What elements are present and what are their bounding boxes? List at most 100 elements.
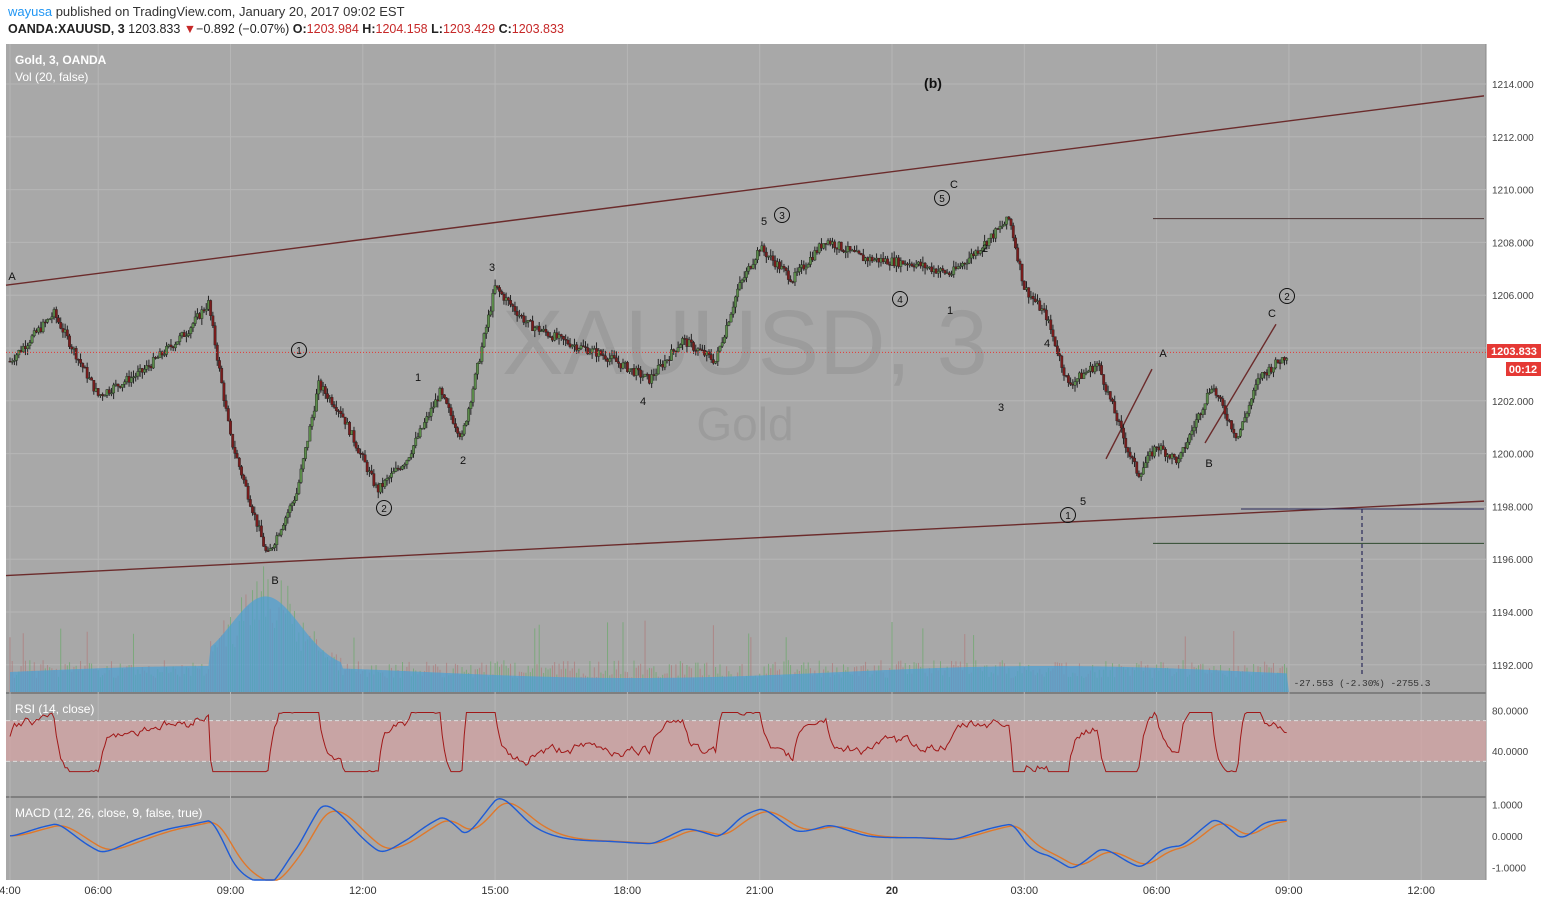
candle-body — [204, 308, 208, 312]
wave-label: 1 — [947, 305, 953, 317]
candle-body — [588, 352, 592, 355]
candle-body — [1256, 378, 1260, 385]
candle-body — [1027, 287, 1031, 298]
candle-body — [348, 422, 351, 436]
time-tick-label: 15:00 — [481, 885, 509, 897]
high-value: 1204.158 — [375, 22, 428, 36]
candle-body — [511, 304, 515, 307]
candle-body — [218, 360, 221, 369]
candle-body — [910, 263, 914, 267]
candle-body — [1250, 398, 1253, 406]
candle-body — [489, 310, 493, 316]
macd-tick-label: 0.0000 — [1492, 832, 1523, 843]
candle-body — [107, 389, 111, 394]
candle-body — [956, 266, 960, 269]
candle-body — [1111, 398, 1114, 402]
candle-body — [943, 270, 947, 274]
candle-body — [1073, 381, 1077, 386]
candle-body — [390, 473, 393, 478]
macd-pane-bg[interactable] — [6, 798, 1486, 880]
candle-body — [1164, 449, 1167, 457]
candle-body — [740, 279, 744, 283]
candle-body — [681, 338, 684, 345]
candle-body — [343, 416, 347, 425]
candle-body — [465, 420, 468, 426]
candle-body — [848, 246, 852, 251]
candle-body — [628, 368, 632, 372]
candle-body — [965, 262, 969, 265]
trendlines[interactable] — [5, 95, 1485, 577]
rsi-series — [6, 711, 1486, 773]
wave-circle-icon — [1279, 288, 1295, 304]
candle-body — [626, 362, 629, 372]
candle-body — [151, 357, 155, 369]
candle-body — [482, 333, 486, 347]
candle-body — [68, 335, 71, 347]
time-tick-label: 12:00 — [349, 885, 377, 897]
candle-body — [786, 270, 790, 280]
candle-body — [143, 369, 146, 373]
time-tick-label: 06:00 — [1143, 885, 1171, 897]
candle-body — [277, 534, 281, 537]
candle-body — [1177, 458, 1181, 464]
candle-body — [1181, 447, 1185, 453]
candle-body — [559, 334, 563, 337]
candle-body — [145, 365, 149, 370]
candle-body — [306, 440, 310, 448]
price-pane-bg[interactable] — [6, 44, 1486, 692]
candle-body — [678, 344, 682, 348]
candle-body — [491, 293, 495, 312]
price-scale[interactable] — [1486, 44, 1549, 880]
open-label: O: — [292, 22, 307, 36]
candle-body — [961, 263, 964, 267]
candle-body — [361, 453, 365, 455]
candle-body — [1238, 429, 1242, 437]
candle-body — [509, 300, 512, 305]
candle-body — [1274, 359, 1278, 369]
candle-body — [10, 360, 14, 363]
author-link[interactable]: wayusa — [8, 4, 53, 19]
candle-body — [30, 335, 34, 343]
candle-body — [231, 433, 235, 448]
candle-body — [762, 245, 766, 253]
low-value: 1203.429 — [442, 22, 496, 36]
candle-body — [301, 458, 305, 470]
candle-body — [326, 393, 329, 399]
candle-body — [116, 383, 120, 387]
candle-body — [416, 436, 420, 439]
wave-b-label: (b) — [924, 75, 942, 91]
candle-body — [1194, 419, 1198, 428]
candle-body — [950, 274, 953, 276]
candle-body — [429, 407, 433, 417]
macd-tick-label: -1.0000 — [1492, 863, 1526, 874]
candle-body — [15, 354, 19, 361]
candle-body — [498, 287, 501, 292]
candle-body — [275, 535, 279, 546]
candle-body — [687, 339, 691, 347]
candle-body — [1093, 365, 1097, 373]
wave-label: C — [950, 179, 958, 191]
candle-body — [447, 403, 451, 408]
wave-label: 3 — [489, 262, 495, 274]
candle-body — [753, 259, 757, 265]
wave-circled-label: 5 — [939, 194, 945, 205]
time-scale[interactable] — [0, 880, 1549, 906]
candle-body — [639, 369, 643, 378]
horizontal-levels[interactable] — [6, 218, 1486, 674]
candle-body — [870, 256, 874, 262]
wave-circle-icon — [774, 207, 790, 223]
rsi-title: RSI (14, close) — [15, 702, 94, 716]
time-tick-label: 21:00 — [746, 885, 774, 897]
candle-body — [1016, 247, 1020, 262]
candle-body — [129, 377, 133, 383]
time-tick-label: 09:00 — [217, 885, 245, 897]
candle-body — [1179, 452, 1183, 460]
candle-body — [967, 257, 971, 264]
candle-body — [412, 445, 415, 455]
candle-body — [601, 354, 605, 357]
candle-body — [454, 423, 457, 428]
wave-label: 5 — [761, 216, 767, 228]
measure-readout: -27.553 (-2.30%) -2755.3 — [1294, 678, 1431, 689]
candle-body — [692, 342, 695, 351]
